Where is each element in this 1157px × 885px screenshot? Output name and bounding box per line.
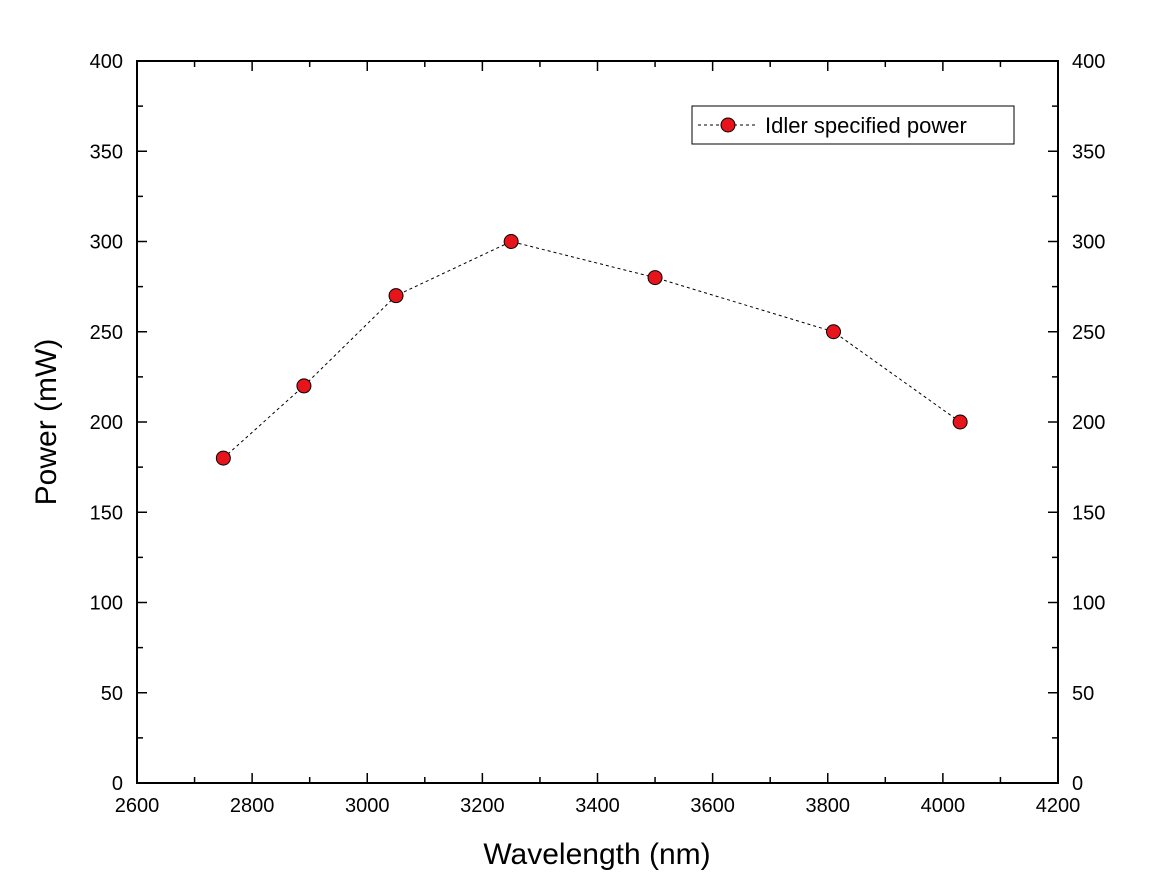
y-tick-label-left: 300	[90, 232, 123, 254]
legend: Idler specified power	[691, 105, 1015, 145]
x-tick-label: 2600	[115, 795, 160, 817]
y-tick-label-left: 400	[90, 51, 123, 73]
x-axis-title: Wavelength (nm)	[483, 838, 710, 871]
y-tick-label-right: 250	[1072, 322, 1105, 344]
x-tick-label: 3800	[806, 795, 851, 817]
y-tick-label-right: 350	[1072, 141, 1105, 163]
y-tick-label-left: 150	[90, 502, 123, 524]
data-point	[215, 450, 231, 466]
x-tick-label: 3000	[345, 795, 390, 817]
y-axis-title: Power (mW)	[30, 339, 63, 506]
y-tick-labels-left: 0 50 100 150 200 250 300 350 400	[90, 51, 123, 795]
x-tick-labels: 2600 2800 3000 3200 3400 3600 3800 4000 4200	[115, 795, 1081, 817]
data-point	[647, 270, 663, 286]
x-tick-label: 2800	[230, 795, 275, 817]
x-tick-label: 4000	[921, 795, 966, 817]
y-tick-label-left: 250	[90, 322, 123, 344]
y-tick-label-left: 100	[90, 593, 123, 615]
y-tick-label-right: 400	[1072, 51, 1105, 73]
y-tick-label-right: 200	[1072, 412, 1105, 434]
x-tick-label: 4200	[1036, 795, 1081, 817]
legend-marker	[720, 117, 736, 133]
y-tick-label-right: 100	[1072, 593, 1105, 615]
legend-box	[691, 105, 1015, 145]
y-tick-labels-right: 0 50 100 150 200 250 300 350 400	[1072, 51, 1105, 795]
y-tick-label-left: 0	[112, 773, 123, 795]
data-point	[388, 288, 404, 304]
y-tick-label-right: 150	[1072, 502, 1105, 524]
plot-frame	[136, 60, 1059, 784]
y-tick-label-left: 50	[101, 683, 123, 705]
y-tick-label-left: 200	[90, 412, 123, 434]
y-tick-label-left: 350	[90, 141, 123, 163]
series-line	[223, 240, 961, 459]
x-tick-label: 3600	[690, 795, 735, 817]
y-tick-label-right: 50	[1072, 683, 1094, 705]
x-tick-label: 3400	[575, 795, 620, 817]
x-tick-label: 3200	[460, 795, 505, 817]
y-tick-label-right: 0	[1072, 773, 1083, 795]
legend-label: Idler specified power	[765, 113, 967, 138]
data-point	[952, 414, 968, 430]
y-tick-label-right: 300	[1072, 232, 1105, 254]
series-layer	[215, 234, 968, 466]
data-point	[503, 234, 519, 249]
data-point	[296, 378, 312, 394]
axis-ticks	[136, 60, 1059, 784]
data-point	[826, 324, 842, 340]
